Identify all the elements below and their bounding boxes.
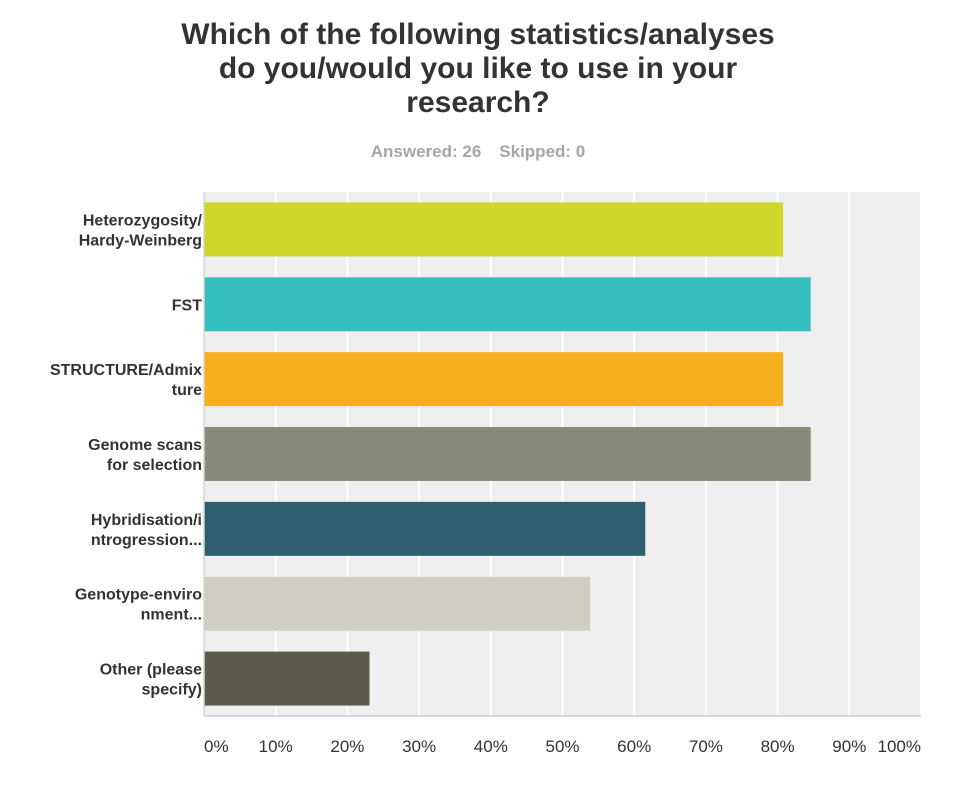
chart-title-line-2: do you/would you like to use in your — [218, 52, 738, 85]
skipped-count: Skipped: 0 — [499, 142, 586, 161]
x-tick-label: 80% — [761, 737, 795, 756]
category-label: ntrogression... — [91, 532, 202, 549]
chart-title-line-1: Which of the following statistics/analys… — [181, 18, 775, 51]
bar-6 — [204, 576, 591, 631]
category-label: Genotype-enviro — [75, 587, 202, 604]
category-label: ture — [172, 382, 202, 399]
category-label: specify) — [142, 682, 202, 699]
chart-title-line-3: research? — [406, 86, 550, 119]
category-label: nment... — [141, 607, 202, 624]
bar-2 — [204, 277, 811, 332]
x-tick-label: 60% — [617, 737, 651, 756]
x-tick-label: 90% — [832, 737, 866, 756]
category-label: Hybridisation/i — [91, 512, 202, 529]
response-counts: Answered: 26 Skipped: 0 — [0, 142, 956, 162]
x-tick-label: 70% — [689, 737, 723, 756]
answered-count: Answered: 26 — [370, 142, 482, 161]
x-tick-label: 30% — [402, 737, 436, 756]
category-label: Hardy-Weinberg — [79, 232, 202, 249]
category-label: Other (please — [100, 662, 202, 679]
x-tick-label: 0% — [204, 737, 229, 756]
x-tick-label: 50% — [545, 737, 579, 756]
bar-5 — [204, 501, 646, 556]
x-tick-label: 10% — [259, 737, 293, 756]
category-label: FST — [172, 297, 202, 314]
x-tick-label: 20% — [330, 737, 364, 756]
bar-7 — [204, 651, 370, 706]
bar-4 — [204, 427, 811, 481]
category-label: STRUCTURE/Admix — [50, 362, 202, 379]
bar-1 — [204, 202, 784, 257]
x-tick-label: 100% — [878, 737, 921, 756]
x-tick-label: 40% — [474, 737, 508, 756]
category-label: Genome scans — [88, 437, 202, 454]
chart-title: Which of the following statistics/analys… — [0, 18, 956, 120]
category-label: Heterozygosity/ — [83, 212, 203, 229]
bar-3 — [204, 352, 784, 407]
category-label: for selection — [107, 457, 202, 474]
